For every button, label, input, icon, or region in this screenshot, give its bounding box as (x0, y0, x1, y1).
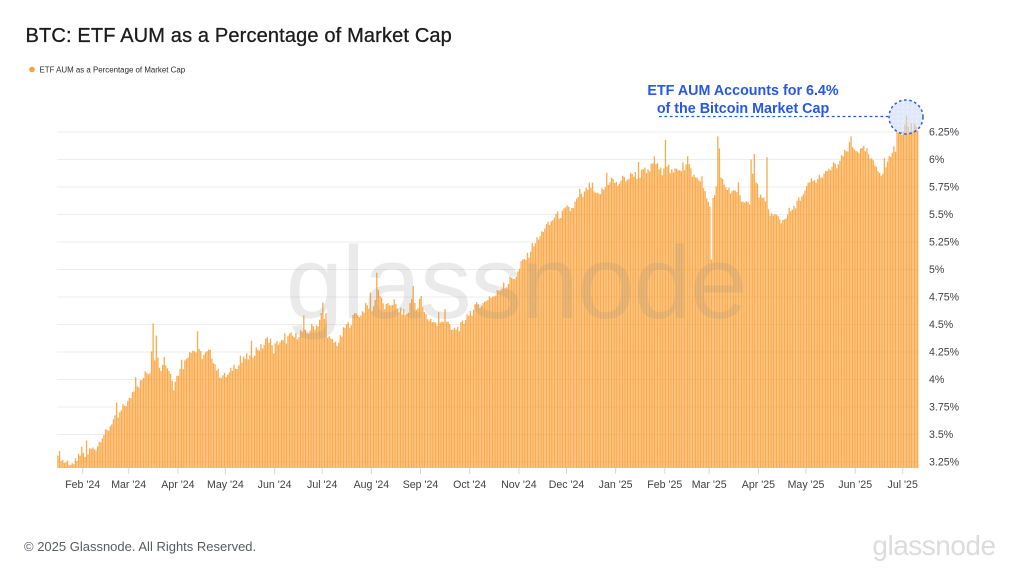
svg-text:5%: 5% (929, 264, 945, 276)
svg-text:Jul '25: Jul '25 (888, 479, 918, 491)
svg-text:Feb '24: Feb '24 (65, 479, 100, 491)
svg-text:Mar '25: Mar '25 (692, 479, 727, 491)
svg-text:Jun '25: Jun '25 (838, 479, 872, 491)
svg-text:Jul '24: Jul '24 (307, 479, 337, 491)
svg-text:6%: 6% (929, 154, 945, 166)
svg-text:Sep '24: Sep '24 (403, 479, 439, 491)
svg-text:4.25%: 4.25% (929, 347, 960, 359)
svg-text:Dec '24: Dec '24 (549, 479, 585, 491)
svg-text:4%: 4% (929, 374, 945, 386)
svg-text:3.25%: 3.25% (929, 457, 960, 469)
svg-text:5.5%: 5.5% (929, 209, 954, 221)
svg-text:Aug '24: Aug '24 (354, 479, 390, 491)
svg-text:ETF AUM as a Percentage of Mar: ETF AUM as a Percentage of Market Cap (40, 65, 186, 74)
svg-text:6.25%: 6.25% (929, 127, 960, 139)
svg-text:4.5%: 4.5% (929, 319, 954, 331)
svg-text:of the Bitcoin Market Cap: of the Bitcoin Market Cap (657, 101, 830, 117)
svg-text:5.25%: 5.25% (929, 237, 960, 249)
svg-text:Oct '24: Oct '24 (453, 479, 486, 491)
svg-text:Mar '24: Mar '24 (111, 479, 146, 491)
svg-text:Jan '25: Jan '25 (599, 479, 633, 491)
svg-text:ETF AUM Accounts for 6.4%: ETF AUM Accounts for 6.4% (647, 83, 838, 99)
svg-text:3.75%: 3.75% (929, 402, 960, 414)
svg-text:Apr '24: Apr '24 (161, 479, 194, 491)
svg-text:Jun '24: Jun '24 (258, 479, 292, 491)
svg-text:© 2025 Glassnode. All Rights R: © 2025 Glassnode. All Rights Reserved. (24, 539, 256, 554)
svg-text:glassnode: glassnode (872, 530, 995, 561)
svg-text:3.5%: 3.5% (929, 429, 954, 441)
svg-text:Nov '24: Nov '24 (501, 479, 537, 491)
svg-text:5.75%: 5.75% (929, 182, 960, 194)
svg-text:May '24: May '24 (207, 479, 244, 491)
svg-text:glassnode: glassnode (286, 225, 747, 340)
svg-text:Feb '25: Feb '25 (647, 479, 682, 491)
svg-text:Apr '25: Apr '25 (742, 479, 775, 491)
svg-text:BTC: ETF AUM as a Percentage o: BTC: ETF AUM as a Percentage of Market C… (26, 25, 452, 47)
svg-text:May '25: May '25 (788, 479, 825, 491)
svg-text:4.75%: 4.75% (929, 292, 960, 304)
